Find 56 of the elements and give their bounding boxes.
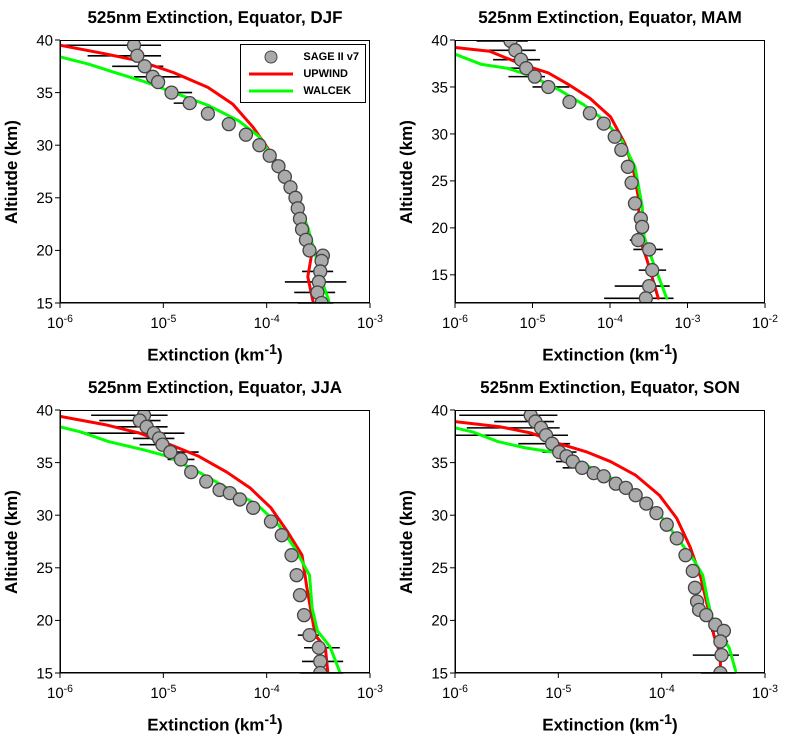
- y-tick-label: 20: [431, 220, 448, 238]
- y-tick-label: 40: [431, 402, 448, 420]
- y-axis-title: Altiutde (km): [2, 120, 22, 224]
- y-axis-title: Altiutde (km): [397, 120, 417, 224]
- legend-label: SAGE II v7: [303, 50, 359, 62]
- y-tick-label: 20: [36, 612, 53, 630]
- y-tick-label: 25: [36, 190, 53, 208]
- x-tick-label: 10$^{-5}$: [545, 683, 572, 702]
- x-tick-label: 10$^{-4}$: [254, 313, 280, 332]
- legend-label: WALCEK: [303, 84, 352, 96]
- y-tick-label: 15: [36, 665, 53, 682]
- chart-title: 525nm Extinction, Equator, DJF: [86, 8, 344, 28]
- x-tick-label: 10$^{-6}$: [442, 683, 468, 702]
- y-axis-title: Altiutde (km): [2, 490, 22, 594]
- x-tick-label: 10$^{-5}$: [150, 313, 176, 332]
- y-tick-label: 35: [36, 84, 53, 102]
- y-tick-label: 15: [36, 295, 53, 312]
- x-tick-label: 10$^{-5}$: [150, 683, 176, 702]
- chart-title: 525nm Extinction, Equator, SON: [479, 378, 741, 398]
- y-tick-label: 35: [36, 454, 53, 472]
- x-axis-title: Extinction (km$^{-1}$): [146, 342, 284, 366]
- x-tick-label: 10$^{-3}$: [752, 683, 778, 702]
- y-tick-label: 40: [36, 402, 53, 420]
- y-tick-label: 15: [431, 267, 448, 284]
- x-tick-label: 10$^{-6}$: [46, 313, 74, 332]
- x-axis-title: Extinction (km$^{-1}$): [541, 712, 679, 736]
- x-tick-label: 10$^{-5}$: [519, 313, 546, 332]
- y-tick-label: 25: [431, 560, 448, 578]
- y-axis-title: Altiutde (km): [397, 490, 417, 594]
- y-tick-label: 25: [431, 173, 448, 190]
- x-axis-title: Extinction (km$^{-1}$): [541, 342, 679, 366]
- y-tick-label: 30: [36, 138, 53, 155]
- chart-title: 525nm Extinction, Equator, JJA: [86, 378, 344, 398]
- x-tick-label: 10$^{-4}$: [648, 683, 675, 702]
- x-axis-title: Extinction (km$^{-1}$): [146, 712, 284, 736]
- y-tick-label: 25: [36, 560, 53, 578]
- chart-title: 525nm Extinction, Equator, MAM: [477, 8, 743, 28]
- y-tick-label: 15: [431, 665, 448, 682]
- x-tick-label: 10$^{-4}$: [254, 683, 280, 702]
- legend-label: UPWIND: [303, 68, 348, 80]
- x-tick-label: 10$^{-6}$: [46, 683, 74, 702]
- y-tick-label: 40: [36, 32, 53, 50]
- y-tick-label: 35: [431, 79, 448, 96]
- y-tick-label: 40: [431, 32, 448, 50]
- x-tick-label: 10$^{-6}$: [442, 313, 468, 332]
- y-tick-label: 35: [431, 454, 448, 472]
- x-tick-label: 10$^{-2}$: [752, 313, 778, 332]
- y-tick-label: 30: [431, 126, 448, 144]
- y-tick-label: 30: [431, 508, 448, 525]
- y-tick-label: 20: [36, 242, 53, 260]
- x-tick-label: 10$^{-4}$: [596, 313, 624, 332]
- x-tick-label: 10$^{-3}$: [356, 683, 384, 702]
- x-tick-label: 10$^{-3}$: [356, 313, 384, 332]
- y-tick-label: 20: [431, 612, 448, 630]
- x-tick-label: 10$^{-3}$: [674, 313, 701, 332]
- y-tick-label: 30: [36, 508, 53, 525]
